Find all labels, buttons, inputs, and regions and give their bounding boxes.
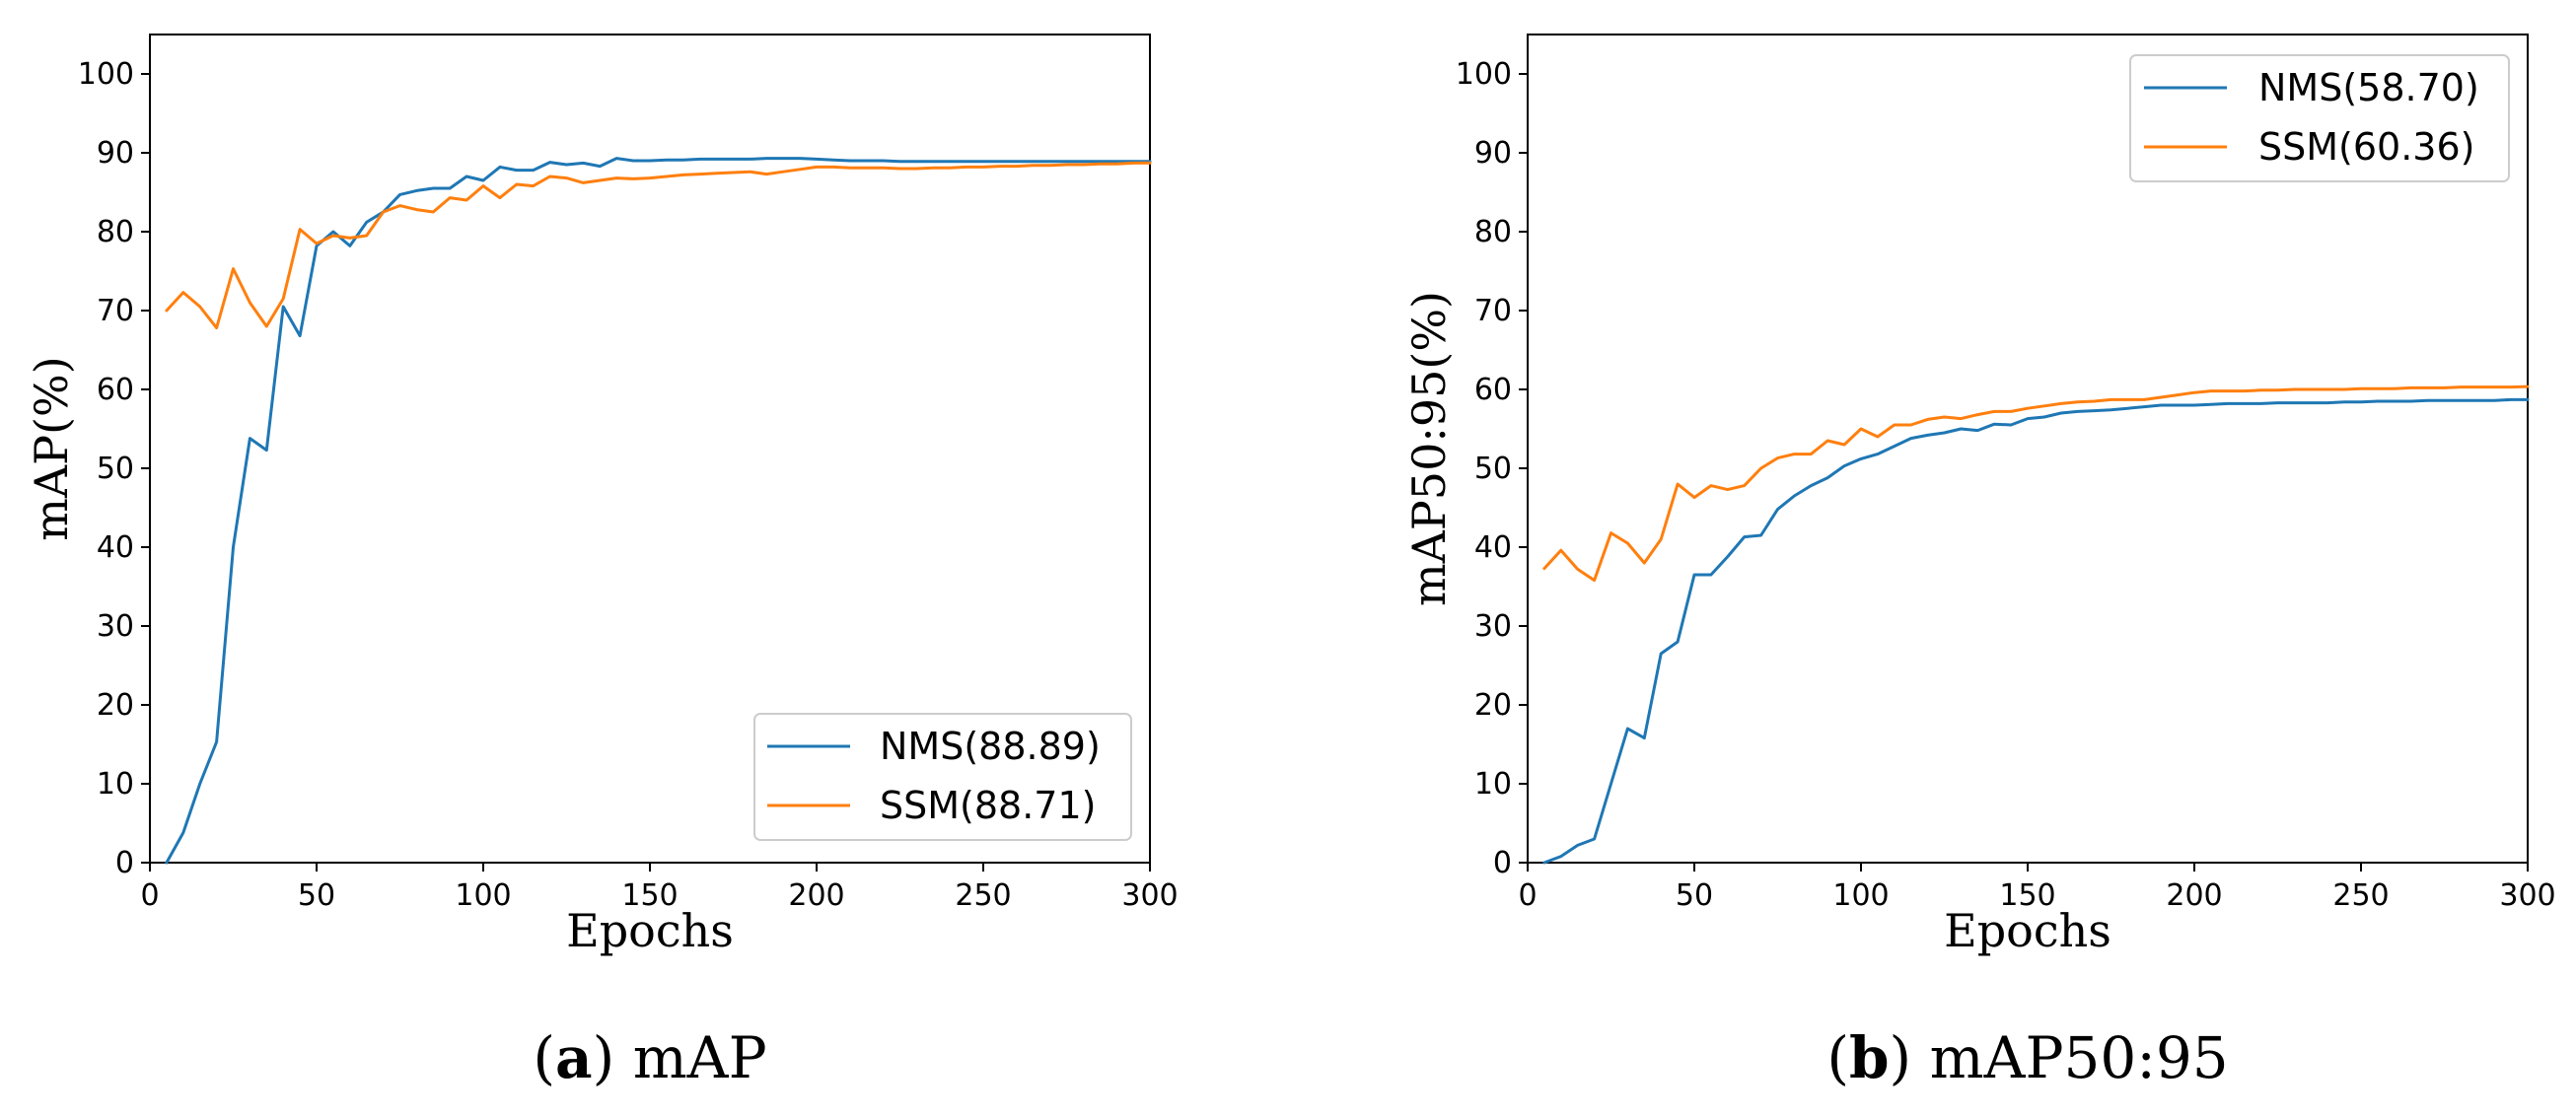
panel-b-x-tick-label: 50 xyxy=(1676,878,1713,913)
panel-a-y-tick-label: 10 xyxy=(97,767,134,802)
panel-b-caption-letter: b xyxy=(1849,1024,1890,1091)
panel-b-series xyxy=(1542,384,2530,865)
panel-b-legend: NMS(58.70) SSM(60.36) xyxy=(2129,54,2510,182)
panel-a-y-tick-label: 90 xyxy=(97,136,134,171)
panel-b-y-tick-label: 40 xyxy=(1474,530,1512,565)
panel-b-y-tick-label: 10 xyxy=(1474,767,1512,802)
panel-a-y-tick-label: 100 xyxy=(78,57,134,92)
panel-a-y-ticks: 0 10 20 30 40 50 60 70 80 90 100 xyxy=(78,57,150,880)
panel-b-caption: (b) mAP50:95 xyxy=(1826,1024,2228,1091)
panel-b-y-tick-label: 50 xyxy=(1474,452,1512,486)
panel-b-x-tick-label: 200 xyxy=(2166,878,2222,913)
panel-a-caption-title: mAP xyxy=(633,1024,767,1091)
panel-b-y-tick-label: 90 xyxy=(1474,136,1512,171)
panel-a-y-tick-label: 20 xyxy=(97,688,134,723)
panel-b-x-axis-title: Epochs xyxy=(1944,904,2111,957)
panel-b-y-tick-label: 30 xyxy=(1474,609,1512,644)
panel-b-y-tick-label: 100 xyxy=(1456,57,1512,92)
panel-a-y-tick-label: 50 xyxy=(97,452,134,486)
panel-b-series-line-nms xyxy=(1542,397,2530,865)
panel-b-x-tick-label: 250 xyxy=(2332,878,2389,913)
panel-a-caption-open: ( xyxy=(533,1024,555,1091)
panel-a-legend-label-nms: NMS(88.89) xyxy=(880,725,1101,768)
panel-a-y-tick-label: 30 xyxy=(97,609,134,644)
panel-a-y-tick-label: 70 xyxy=(97,294,134,328)
panel-a-caption-letter: a xyxy=(555,1024,593,1091)
panel-b-caption-title: mAP50:95 xyxy=(1930,1024,2229,1091)
panel-a-series-line-ssm xyxy=(165,161,1152,330)
panel-a-x-tick-label: 50 xyxy=(298,878,335,913)
panel-a-series xyxy=(165,157,1152,865)
panel-b-legend-label-ssm: SSM(60.36) xyxy=(2258,125,2474,169)
panel-a-chart: 0 10 20 30 40 50 60 70 80 90 100 0 50 100 150 200 250 30… xyxy=(25,34,1179,1091)
panel-b-y-tick-label: 80 xyxy=(1474,215,1512,249)
panel-a-x-tick-label: 100 xyxy=(455,878,511,913)
panel-b-y-tick-label: 60 xyxy=(1474,373,1512,407)
panel-b-y-tick-label: 70 xyxy=(1474,294,1512,328)
panel-b-y-ticks: 0 10 20 30 40 50 60 70 80 90 100 xyxy=(1456,57,1528,880)
panel-a-x-tick-label: 250 xyxy=(955,878,1011,913)
panel-b-chart: 0 10 20 30 40 50 60 70 80 90 100 0 50 100 150 200 250 30… xyxy=(1402,34,2556,1091)
panel-b-x-ticks: 0 50 100 150 200 250 300 xyxy=(1518,863,2556,913)
panel-a-caption-close: ) xyxy=(593,1024,615,1091)
panel-b-x-tick-label: 150 xyxy=(1999,878,2055,913)
panel-b-x-tick-label: 0 xyxy=(1518,878,1537,913)
panel-a-y-tick-label: 80 xyxy=(97,215,134,249)
panel-a-series-line-nms xyxy=(165,157,1152,865)
panel-a-legend: NMS(88.89) SSM(88.71) xyxy=(753,713,1132,841)
panel-a-y-tick-label: 40 xyxy=(97,530,134,565)
panel-b-y-tick-label: 20 xyxy=(1474,688,1512,723)
panel-a-x-tick-label: 0 xyxy=(140,878,159,913)
panel-b-y-tick-label: 0 xyxy=(1493,846,1512,880)
panel-a-x-axis-title: Epochs xyxy=(566,904,734,957)
panel-b-legend-label-nms: NMS(58.70) xyxy=(2258,66,2479,109)
panel-a-x-tick-label: 300 xyxy=(1121,878,1178,913)
panel-a-legend-label-ssm: SSM(88.71) xyxy=(880,784,1096,827)
panel-a-x-tick-label: 150 xyxy=(621,878,678,913)
panel-a-x-tick-label: 200 xyxy=(788,878,844,913)
panel-b-caption-open: ( xyxy=(1826,1024,1849,1091)
panel-a-x-ticks: 0 50 100 150 200 250 300 xyxy=(140,863,1179,913)
panel-b-series-line-ssm xyxy=(1542,384,2530,583)
panel-b-x-tick-label: 300 xyxy=(2499,878,2555,913)
panel-a-y-tick-label: 60 xyxy=(97,373,134,407)
panel-b-y-axis-title: mAP50:95(%) xyxy=(1402,291,1456,606)
panel-b-caption-close: ) xyxy=(1890,1024,1912,1091)
panel-a-caption: (a) mAP xyxy=(533,1024,766,1091)
panel-a-y-tick-label: 0 xyxy=(115,846,134,880)
panel-a-y-axis-title: mAP(%) xyxy=(25,356,78,540)
panel-b-x-tick-label: 100 xyxy=(1832,878,1889,913)
